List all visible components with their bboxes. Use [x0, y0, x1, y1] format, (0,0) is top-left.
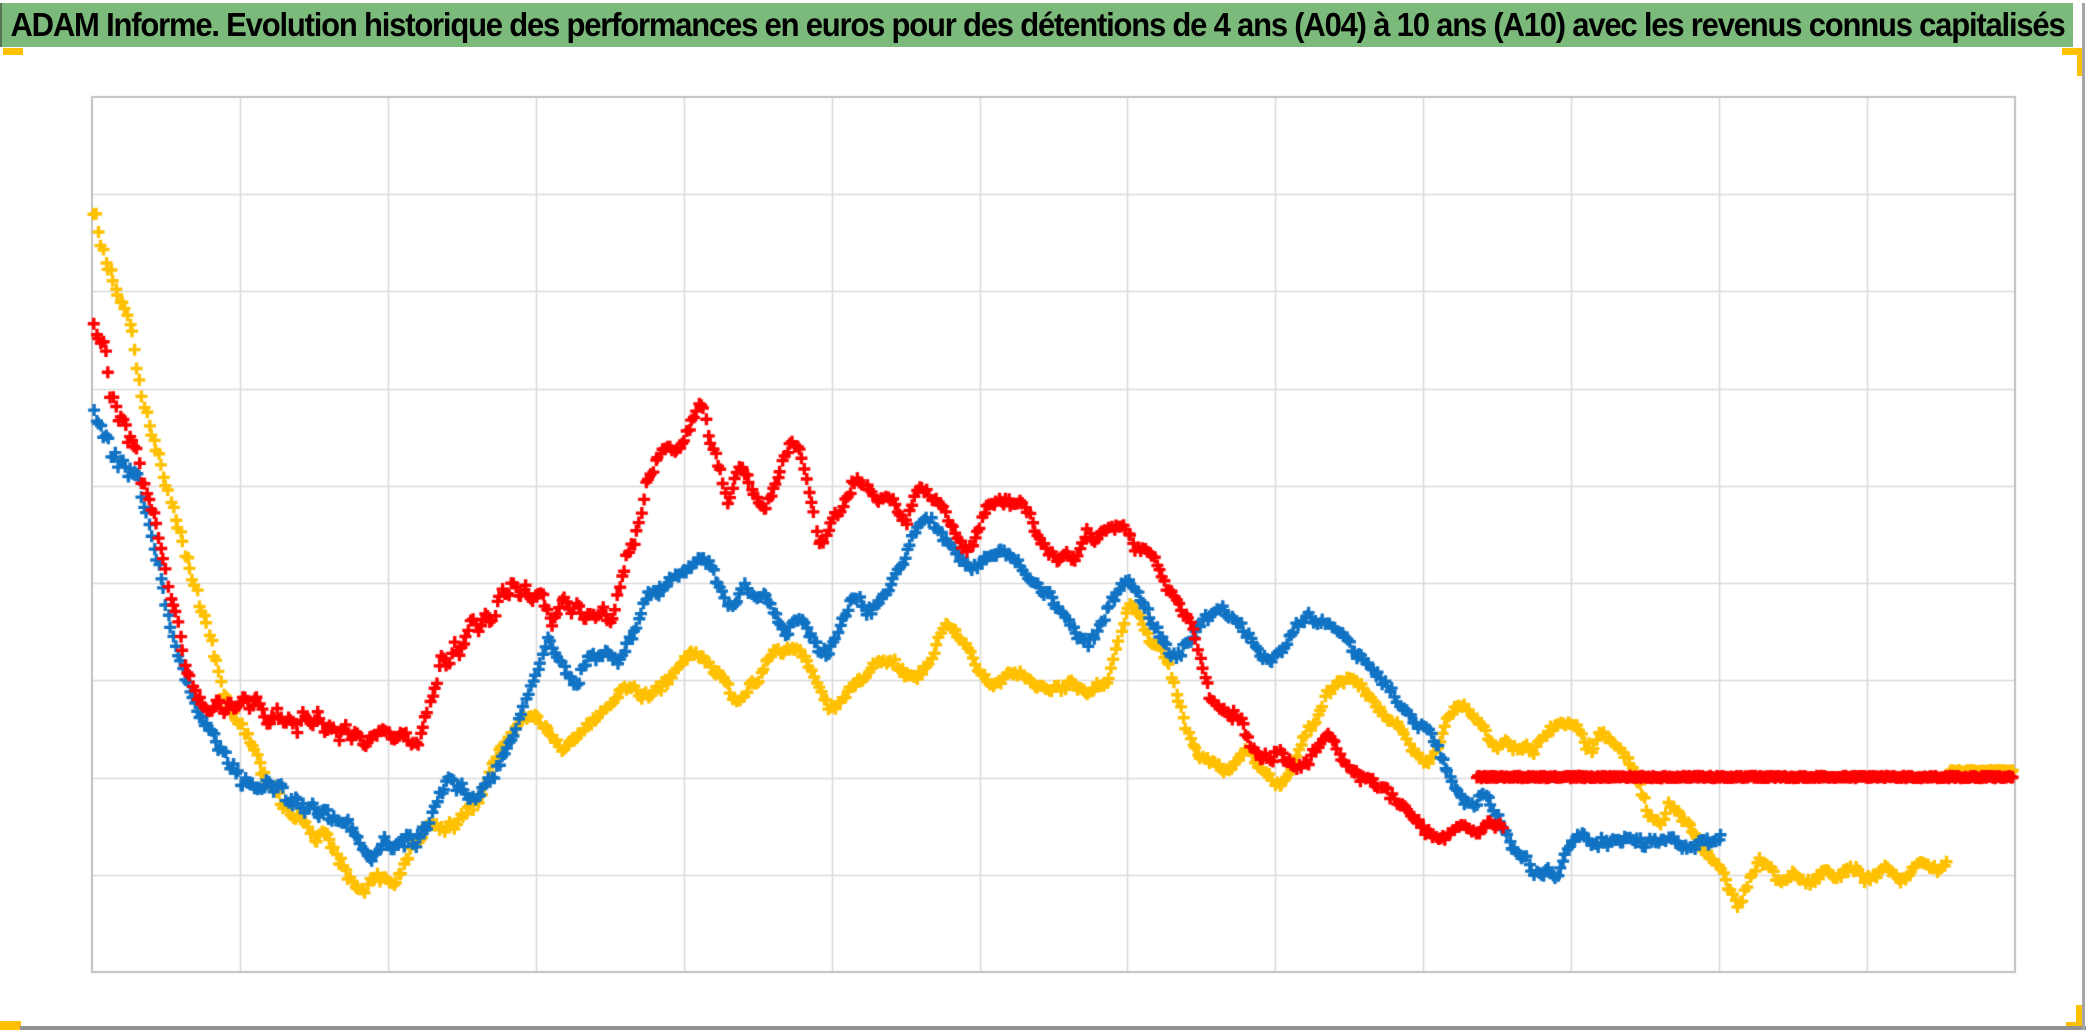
selection-handle-bottom-right-vertical[interactable] [2076, 1005, 2084, 1028]
selection-handle-top-left[interactable] [3, 48, 23, 55]
selection-handle-bottom-right-horizontal[interactable] [2066, 1022, 2084, 1029]
selection-handle-top-right-vertical[interactable] [2077, 48, 2084, 76]
selection-handle-top-right-horizontal[interactable] [2062, 48, 2084, 55]
right-border-line [2082, 3, 2085, 1030]
selection-handle-bottom-left[interactable] [0, 1021, 21, 1030]
bottom-border-line [20, 1026, 2086, 1030]
